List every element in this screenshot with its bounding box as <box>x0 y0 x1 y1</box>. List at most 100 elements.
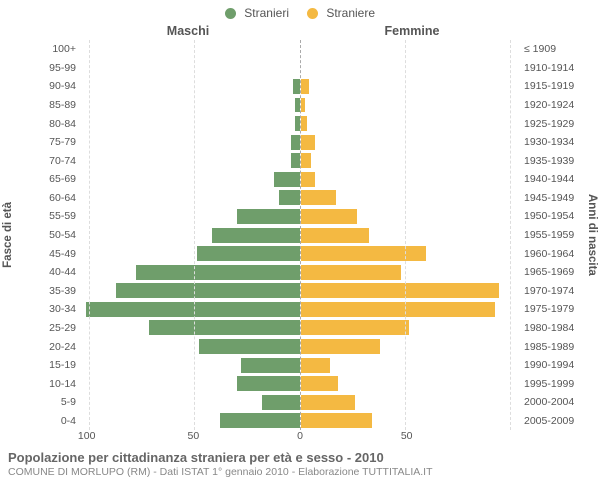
bar-female <box>301 209 357 224</box>
legend-swatch-male <box>225 8 236 19</box>
col-header-female: Femmine <box>300 24 524 38</box>
bar-male <box>116 283 300 298</box>
bar-male <box>241 358 300 373</box>
x-tick: 100 <box>78 430 96 442</box>
col-header-male: Maschi <box>76 24 300 38</box>
age-label: 30-34 <box>16 300 76 319</box>
age-label: 95-99 <box>16 59 76 78</box>
age-label: 55-59 <box>16 207 76 226</box>
bar-female <box>301 283 500 298</box>
bar-female <box>301 395 355 410</box>
birth-label: ≤ 1909 <box>524 40 584 59</box>
birth-year-labels: ≤ 19091910-19141915-19191920-19241925-19… <box>520 40 584 430</box>
bar-male <box>262 395 300 410</box>
bars-male <box>80 40 301 430</box>
column-headers: Maschi Femmine <box>0 24 600 38</box>
birth-label: 1935-1939 <box>524 151 584 170</box>
chart-legend: Stranieri Straniere <box>0 0 600 20</box>
right-axis-title: Anni di nascita <box>584 40 600 430</box>
age-label: 10-14 <box>16 374 76 393</box>
bars-container <box>80 40 520 430</box>
x-tick: 50 <box>401 430 413 442</box>
bar-female <box>301 265 401 280</box>
bar-female <box>301 358 330 373</box>
birth-label: 1920-1924 <box>524 96 584 115</box>
age-label: 25-29 <box>16 319 76 338</box>
age-label: 60-64 <box>16 189 76 208</box>
bar-female <box>301 413 372 428</box>
bars-female <box>301 40 521 430</box>
bar-female <box>301 228 370 243</box>
birth-label: 1980-1984 <box>524 319 584 338</box>
bar-female <box>301 172 316 187</box>
bar-male <box>291 153 299 168</box>
bar-male <box>237 209 300 224</box>
age-label: 45-49 <box>16 244 76 263</box>
bar-female <box>301 116 307 131</box>
bar-female <box>301 339 380 354</box>
bar-male <box>212 228 300 243</box>
bar-male <box>274 172 299 187</box>
bar-male <box>149 320 300 335</box>
birth-label: 1940-1944 <box>524 170 584 189</box>
caption-title: Popolazione per cittadinanza straniera p… <box>8 450 592 465</box>
bar-male <box>291 135 299 150</box>
left-axis-title: Fasce di età <box>0 40 16 430</box>
age-label: 65-69 <box>16 170 76 189</box>
age-label: 70-74 <box>16 151 76 170</box>
birth-label: 1945-1949 <box>524 189 584 208</box>
legend-label-male: Stranieri <box>244 6 289 20</box>
birth-label: 2005-2009 <box>524 412 584 431</box>
bar-male <box>199 339 299 354</box>
birth-label: 1965-1969 <box>524 263 584 282</box>
age-label: 40-44 <box>16 263 76 282</box>
birth-label: 1910-1914 <box>524 59 584 78</box>
bar-female <box>301 135 316 150</box>
age-labels: 100+95-9990-9485-8980-8475-7970-7465-696… <box>16 40 80 430</box>
bar-male <box>279 190 300 205</box>
birth-label: 1955-1959 <box>524 226 584 245</box>
bar-female <box>301 302 495 317</box>
bar-male <box>237 376 300 391</box>
bar-female <box>301 376 339 391</box>
bar-male <box>136 265 299 280</box>
bar-male <box>295 116 299 131</box>
age-label: 80-84 <box>16 114 76 133</box>
bar-male <box>86 302 299 317</box>
bar-female <box>301 246 426 261</box>
age-label: 100+ <box>16 40 76 59</box>
age-label: 15-19 <box>16 356 76 375</box>
birth-label: 1990-1994 <box>524 356 584 375</box>
x-tick: 50 <box>187 430 199 442</box>
legend-swatch-female <box>307 8 318 19</box>
birth-label: 1915-1919 <box>524 77 584 96</box>
legend-item-female: Straniere <box>307 6 375 20</box>
x-axis: 100500 50 <box>0 430 600 444</box>
age-label: 5-9 <box>16 393 76 412</box>
legend-item-male: Stranieri <box>225 6 289 20</box>
bar-female <box>301 79 309 94</box>
age-label: 50-54 <box>16 226 76 245</box>
legend-label-female: Straniere <box>326 6 375 20</box>
birth-label: 1950-1954 <box>524 207 584 226</box>
bar-male <box>295 98 299 113</box>
caption-subtitle: COMUNE DI MORLUPO (RM) - Dati ISTAT 1° g… <box>8 466 592 478</box>
bar-male <box>220 413 299 428</box>
birth-label: 1930-1934 <box>524 133 584 152</box>
bar-female <box>301 98 305 113</box>
birth-label: 1970-1974 <box>524 282 584 301</box>
birth-label: 1975-1979 <box>524 300 584 319</box>
age-label: 20-24 <box>16 337 76 356</box>
age-label: 0-4 <box>16 412 76 431</box>
age-label: 75-79 <box>16 133 76 152</box>
chart-caption: Popolazione per cittadinanza straniera p… <box>0 444 600 478</box>
age-label: 85-89 <box>16 96 76 115</box>
chart-area: Fasce di età 100+95-9990-9485-8980-8475-… <box>0 40 600 430</box>
birth-label: 1985-1989 <box>524 337 584 356</box>
bar-female <box>301 153 311 168</box>
birth-label: 1960-1964 <box>524 244 584 263</box>
birth-label: 1925-1929 <box>524 114 584 133</box>
bar-female <box>301 320 410 335</box>
bar-male <box>197 246 299 261</box>
birth-label: 2000-2004 <box>524 393 584 412</box>
